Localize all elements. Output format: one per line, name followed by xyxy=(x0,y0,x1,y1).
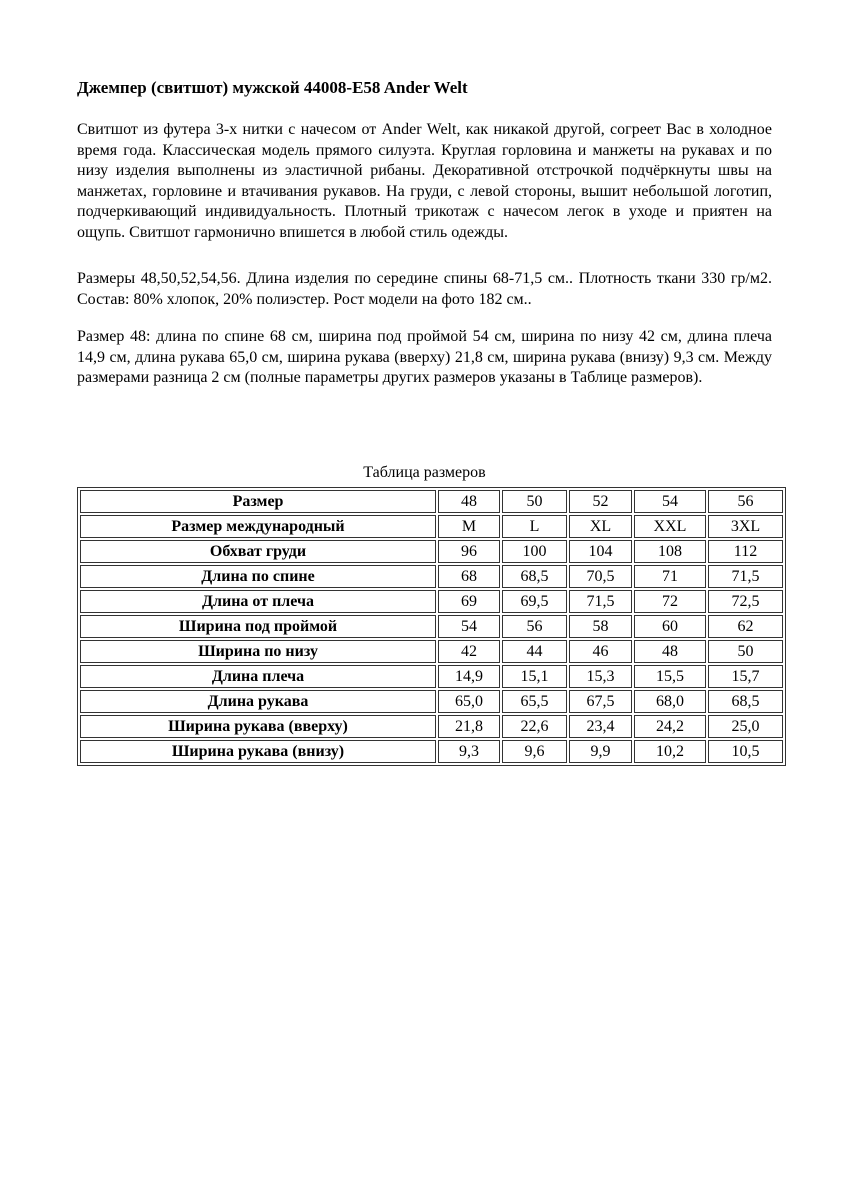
table-cell: M xyxy=(438,515,500,538)
table-cell: 70,5 xyxy=(569,565,632,588)
table-caption: Таблица размеров xyxy=(363,464,486,481)
table-cell: 68,5 xyxy=(502,565,567,588)
table-cell: 69,5 xyxy=(502,590,567,613)
row-label: Длина рукава xyxy=(80,690,436,713)
table-cell: 60 xyxy=(634,615,706,638)
table-row: Размер международный M L XL XXL 3XL xyxy=(80,515,783,538)
table-cell: 72 xyxy=(634,590,706,613)
table-cell: 54 xyxy=(438,615,500,638)
row-label: Ширина рукава (вверху) xyxy=(80,715,436,738)
table-cell: XL xyxy=(569,515,632,538)
table-cell: 100 xyxy=(502,540,567,563)
table-row: Длина плеча 14,9 15,1 15,3 15,5 15,7 xyxy=(80,665,783,688)
product-title: Джемпер (свитшот) мужской 44008-E58 Ande… xyxy=(77,78,468,97)
table-cell: 56 xyxy=(502,615,567,638)
row-label: Длина от плеча xyxy=(80,590,436,613)
size-table: Размер 48 50 52 54 56 Размер международный M L XL… xyxy=(77,487,786,766)
table-cell: 50 xyxy=(502,490,567,513)
table-cell: XXL xyxy=(634,515,706,538)
table-cell: 15,7 xyxy=(708,665,783,688)
row-label: Размер международный xyxy=(80,515,436,538)
table-cell: 48 xyxy=(634,640,706,663)
sizes-paragraph: Размеры 48,50,52,54,56. Длина изделия по… xyxy=(77,270,772,308)
row-label: Ширина рукава (внизу) xyxy=(80,740,436,763)
table-cell: 68,0 xyxy=(634,690,706,713)
table-cell: 65,0 xyxy=(438,690,500,713)
table-cell: 71,5 xyxy=(569,590,632,613)
table-cell: 9,9 xyxy=(569,740,632,763)
table-row: Длина по спине 68 68,5 70,5 71 71,5 xyxy=(80,565,783,588)
row-label: Ширина под проймой xyxy=(80,615,436,638)
table-cell: 69 xyxy=(438,590,500,613)
table-cell: 68 xyxy=(438,565,500,588)
table-cell: 62 xyxy=(708,615,783,638)
table-cell: 71,5 xyxy=(708,565,783,588)
table-cell: 24,2 xyxy=(634,715,706,738)
table-cell: 15,1 xyxy=(502,665,567,688)
table-row: Размер 48 50 52 54 56 xyxy=(80,490,783,513)
table-row: Ширина рукава (вверху) 21,8 22,6 23,4 24,2 25… xyxy=(80,715,783,738)
table-cell: 22,6 xyxy=(502,715,567,738)
table-cell: 25,0 xyxy=(708,715,783,738)
table-cell: 56 xyxy=(708,490,783,513)
row-label: Длина плеча xyxy=(80,665,436,688)
table-cell: 10,5 xyxy=(708,740,783,763)
table-row: Длина от плеча 69 69,5 71,5 72 72,5 xyxy=(80,590,783,613)
table-cell: 21,8 xyxy=(438,715,500,738)
table-cell: 108 xyxy=(634,540,706,563)
table-cell: 10,2 xyxy=(634,740,706,763)
table-cell: 52 xyxy=(569,490,632,513)
row-label: Длина по спине xyxy=(80,565,436,588)
table-cell: 58 xyxy=(569,615,632,638)
table-cell: 72,5 xyxy=(708,590,783,613)
table-cell: 54 xyxy=(634,490,706,513)
row-label: Ширина по низу xyxy=(80,640,436,663)
table-cell: 23,4 xyxy=(569,715,632,738)
table-cell: 15,5 xyxy=(634,665,706,688)
description-paragraph: Свитшот из футера 3-х нитки с начесом от… xyxy=(77,121,772,241)
table-cell: 9,3 xyxy=(438,740,500,763)
table-cell: L xyxy=(502,515,567,538)
table-cell: 3XL xyxy=(708,515,783,538)
table-row: Ширина рукава (внизу) 9,3 9,6 9,9 10,2 10,5 xyxy=(80,740,783,763)
table-cell: 67,5 xyxy=(569,690,632,713)
table-cell: 71 xyxy=(634,565,706,588)
table-cell: 44 xyxy=(502,640,567,663)
table-cell: 104 xyxy=(569,540,632,563)
row-label: Обхват груди xyxy=(80,540,436,563)
table-row: Ширина под проймой 54 56 58 60 62 xyxy=(80,615,783,638)
table-cell: 14,9 xyxy=(438,665,500,688)
table-cell: 9,6 xyxy=(502,740,567,763)
table-cell: 42 xyxy=(438,640,500,663)
table-cell: 96 xyxy=(438,540,500,563)
table-cell: 68,5 xyxy=(708,690,783,713)
row-label: Размер xyxy=(80,490,436,513)
table-cell: 46 xyxy=(569,640,632,663)
table-row: Ширина по низу 42 44 46 48 50 xyxy=(80,640,783,663)
table-row: Обхват груди 96 100 104 108 112 xyxy=(80,540,783,563)
table-cell: 48 xyxy=(438,490,500,513)
table-cell: 15,3 xyxy=(569,665,632,688)
size-48-paragraph: Размер 48: длина по спине 68 см, ширина … xyxy=(77,328,772,387)
table-cell: 112 xyxy=(708,540,783,563)
table-cell: 65,5 xyxy=(502,690,567,713)
table-cell: 50 xyxy=(708,640,783,663)
table-row: Длина рукава 65,0 65,5 67,5 68,0 68,5 xyxy=(80,690,783,713)
